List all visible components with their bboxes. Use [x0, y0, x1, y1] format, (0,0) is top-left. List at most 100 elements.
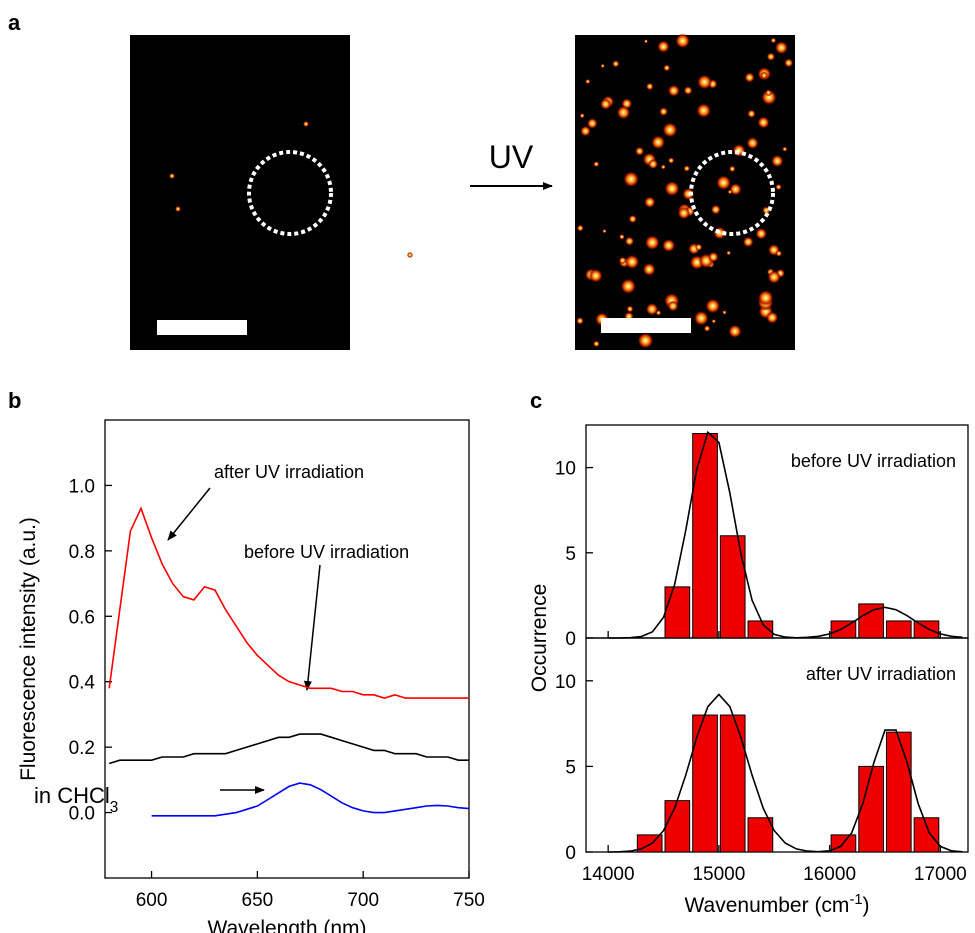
emitter	[624, 236, 635, 246]
text-part: after UV irradiation	[214, 462, 364, 482]
line-series	[108, 733, 469, 765]
emitter	[657, 40, 670, 53]
panel-caption: after UV irradiation	[806, 664, 956, 684]
y-tick-label: 1.0	[69, 476, 95, 497]
y-tick-label: 5	[565, 544, 576, 565]
emitter	[784, 58, 794, 68]
emitter	[588, 268, 603, 283]
emitter	[659, 107, 668, 116]
emitter	[612, 60, 620, 68]
histogram-bar	[719, 535, 746, 639]
emitter	[693, 310, 709, 326]
y-tick-label: 0.6	[69, 607, 95, 628]
emitter	[782, 146, 788, 152]
emitter	[586, 118, 598, 129]
x-tick-label: 650	[242, 890, 274, 911]
emitter	[757, 116, 770, 129]
text-part: in CHCl	[34, 783, 110, 808]
panel-label: a	[8, 10, 21, 35]
emitter	[637, 332, 654, 349]
histogram-bar	[664, 800, 691, 853]
emitter	[624, 254, 640, 270]
x-tick-label: 600	[136, 890, 168, 911]
emitter	[747, 109, 756, 119]
emitter	[774, 41, 789, 55]
emitter	[775, 183, 782, 191]
emitter	[667, 84, 680, 97]
emitter	[771, 154, 784, 168]
emitter	[710, 204, 721, 215]
y-axis-label: Occurrence	[528, 584, 551, 693]
emitter	[757, 289, 774, 306]
emitter	[600, 98, 612, 110]
x-tick-label: 17000	[914, 864, 967, 885]
emitter	[662, 238, 676, 253]
emitter	[668, 157, 675, 164]
histogram-bar	[885, 731, 912, 853]
emitter	[645, 302, 659, 316]
scale-bar	[157, 320, 247, 335]
text-part: )	[863, 894, 870, 917]
emitter	[703, 325, 711, 332]
emitter	[407, 252, 413, 258]
x-tick-label: 750	[453, 890, 485, 911]
emitter	[770, 37, 777, 44]
emitter	[683, 165, 690, 172]
emitter	[697, 74, 712, 90]
x-tick-label: 15000	[692, 864, 745, 885]
emitter	[619, 234, 625, 240]
emitter	[766, 311, 779, 324]
emitter	[628, 214, 637, 224]
x-tick-label: 14000	[582, 864, 635, 885]
emitter	[760, 71, 768, 80]
fit-curve	[608, 693, 963, 853]
emitter	[755, 227, 767, 240]
emitter	[744, 72, 755, 83]
x-axis-label: Wavelength (nm)	[207, 917, 366, 933]
emitter	[728, 324, 742, 338]
subscript: 3	[110, 799, 119, 816]
emitter	[767, 270, 781, 284]
histogram-bar	[858, 603, 884, 639]
emitter	[716, 175, 732, 191]
text-part: Wavenumber (cm	[685, 894, 850, 917]
annotation: before UV irradiation	[244, 542, 409, 562]
emitter	[765, 89, 772, 97]
y-tick-label: 0.8	[69, 542, 95, 563]
emitter	[726, 250, 731, 256]
y-tick-label: 0.4	[69, 673, 96, 694]
circle-marker	[247, 150, 333, 236]
y-tick-label: 0	[565, 629, 576, 650]
emitter	[682, 187, 695, 201]
emitter	[644, 39, 648, 44]
emitter	[576, 224, 584, 232]
emitter	[761, 89, 777, 106]
arrow	[303, 564, 321, 691]
x-axis-label: Wavenumber (cm-1)	[685, 892, 870, 917]
histogram-bar	[692, 714, 718, 853]
emitter	[746, 137, 759, 150]
plot-frame	[104, 419, 470, 879]
panel-caption: before UV irradiation	[791, 451, 956, 471]
x-tick-label: 700	[347, 890, 379, 911]
superscript: -1	[849, 892, 862, 908]
text-part: before UV irradiation	[244, 542, 409, 562]
y-tick-label: 5	[565, 757, 576, 778]
emitter	[303, 121, 309, 127]
emitter	[642, 262, 656, 276]
emitter	[663, 64, 671, 72]
emitter	[600, 63, 605, 68]
histogram-bar	[858, 765, 884, 853]
scale-bar	[601, 318, 691, 333]
x-tick-label: 16000	[803, 864, 856, 885]
emitter	[766, 52, 776, 61]
micrograph-before	[130, 35, 350, 350]
histogram-bar	[747, 817, 774, 853]
emitter	[662, 122, 678, 138]
y-axis-label: Fluorescence intensity (a.u.)	[17, 517, 40, 781]
panel-label: b	[8, 388, 21, 413]
emitter	[585, 79, 591, 84]
emitter	[667, 300, 679, 312]
line-series	[151, 782, 470, 817]
